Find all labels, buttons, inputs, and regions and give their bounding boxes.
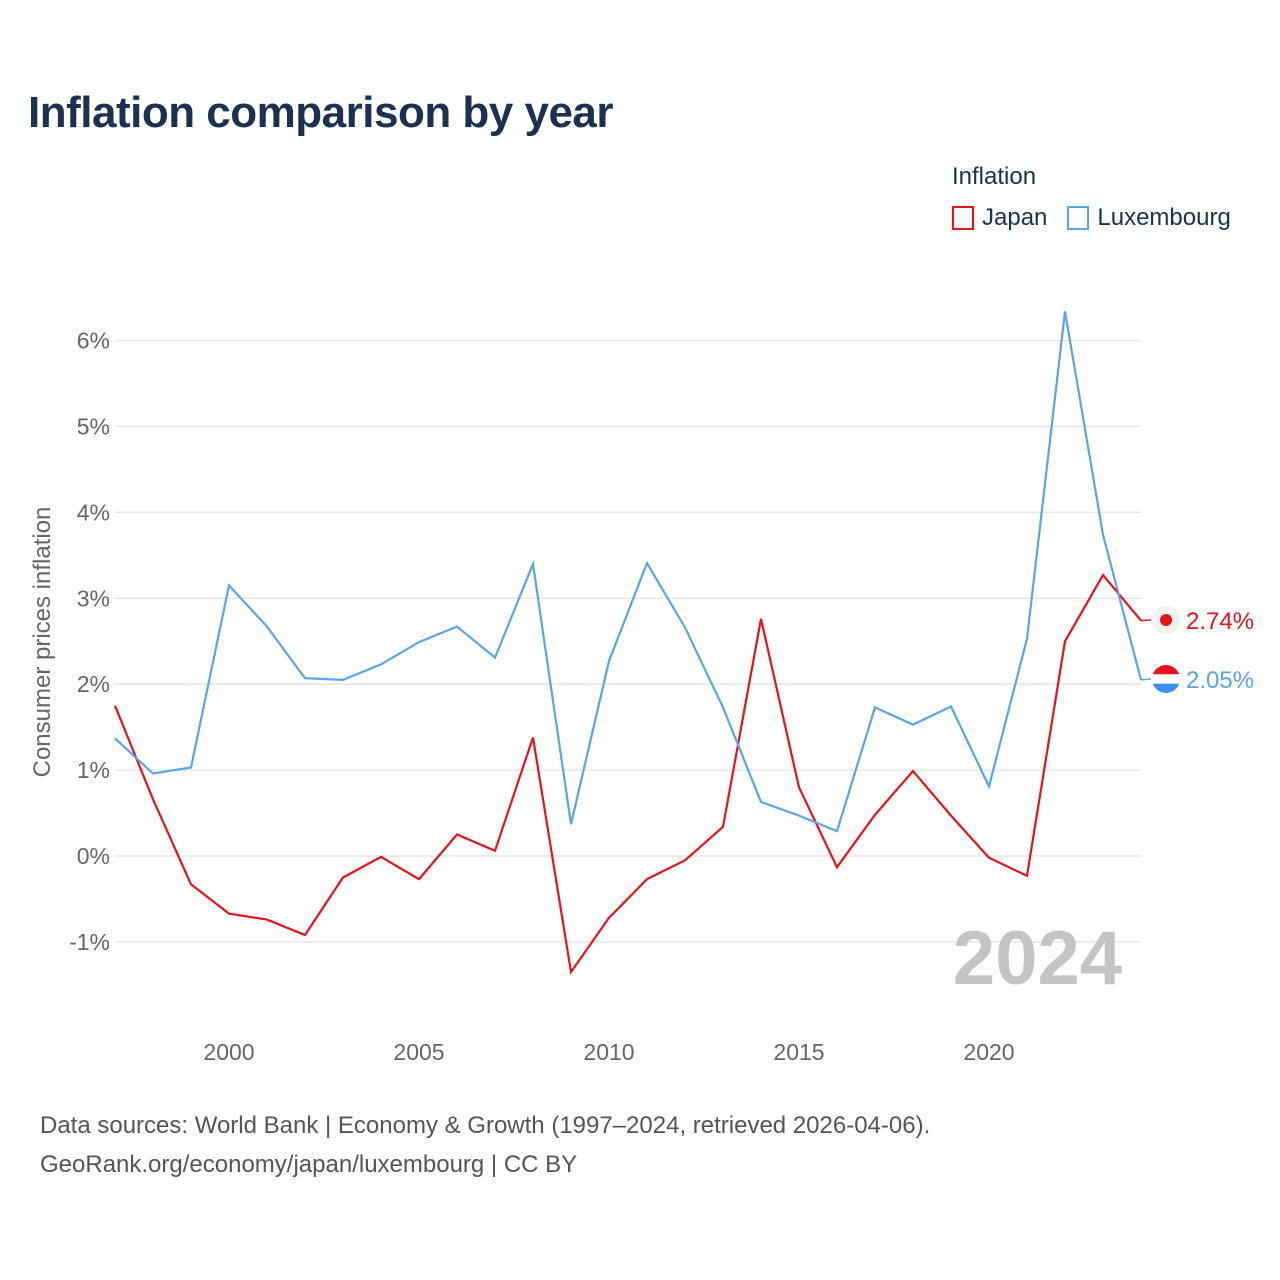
x-tick-label: 2015 [773, 1039, 824, 1065]
y-tick-label: 6% [77, 328, 110, 354]
year-watermark: 2024 [953, 916, 1122, 1001]
lux-flag-red-band [1152, 665, 1180, 675]
end-connector-luxembourg [1140, 678, 1152, 681]
source-note: Data sources: World Bank | Economy & Gro… [40, 1106, 930, 1184]
y-tick-label: 3% [77, 585, 110, 611]
legend-title: Inflation [952, 163, 1037, 190]
y-tick-label: 5% [77, 414, 110, 440]
source-line-2[interactable]: GeoRank.org/economy/japan/luxembourg | C… [40, 1151, 578, 1178]
lux-flag-blue-band [1152, 683, 1180, 693]
end-value-japan: 2.74% [1186, 608, 1254, 635]
end-markers: 2.74% 2.05% [1140, 606, 1254, 694]
y-tick-label: 2% [77, 671, 110, 697]
x-tick-label: 2000 [203, 1039, 254, 1065]
series-line-luxembourg [114, 311, 1143, 833]
y-tick-label: -1% [69, 929, 110, 955]
source-line-1: Data sources: World Bank | Economy & Gro… [40, 1112, 931, 1139]
end-value-luxembourg: 2.05% [1186, 667, 1254, 694]
y-axis-ticks: -1% 0% 1% 2% 3% 4% 5% 6% [69, 328, 110, 955]
legend-swatch-luxembourg [1067, 206, 1090, 230]
y-axis-label: Consumer prices inflation [29, 507, 56, 778]
series-lines [113, 311, 1143, 975]
inflation-line-chart: -1% 0% 1% 2% 3% 4% 5% 6% 2000 2005 2010 2015 2020 C… [29, 311, 1254, 1065]
y-tick-label: 4% [77, 499, 110, 525]
legend: Japan Luxembourg [952, 204, 1251, 232]
y-tick-label: 0% [77, 843, 110, 869]
legend-item-japan[interactable]: Japan [952, 204, 1047, 232]
x-tick-label: 2010 [583, 1039, 634, 1065]
lux-flag-white-band [1152, 674, 1180, 684]
x-tick-label: 2005 [393, 1039, 444, 1065]
japan-flag-disc [1160, 614, 1172, 626]
legend-label-japan: Japan [982, 204, 1048, 231]
page-title: Inflation comparison by year [28, 88, 614, 137]
grid-lines [115, 339, 1141, 943]
y-tick-label: 1% [77, 757, 110, 783]
legend-label-luxembourg: Luxembourg [1097, 204, 1231, 231]
luxembourg-flag-icon [1152, 665, 1180, 693]
series-line-japan [113, 573, 1142, 975]
end-connector-japan [1140, 619, 1152, 622]
legend-item-luxembourg[interactable]: Luxembourg [1067, 204, 1231, 232]
x-tick-label: 2020 [963, 1039, 1014, 1065]
legend-swatch-japan [952, 206, 974, 230]
x-axis-ticks: 2000 2005 2010 2015 2020 [203, 1039, 1014, 1065]
